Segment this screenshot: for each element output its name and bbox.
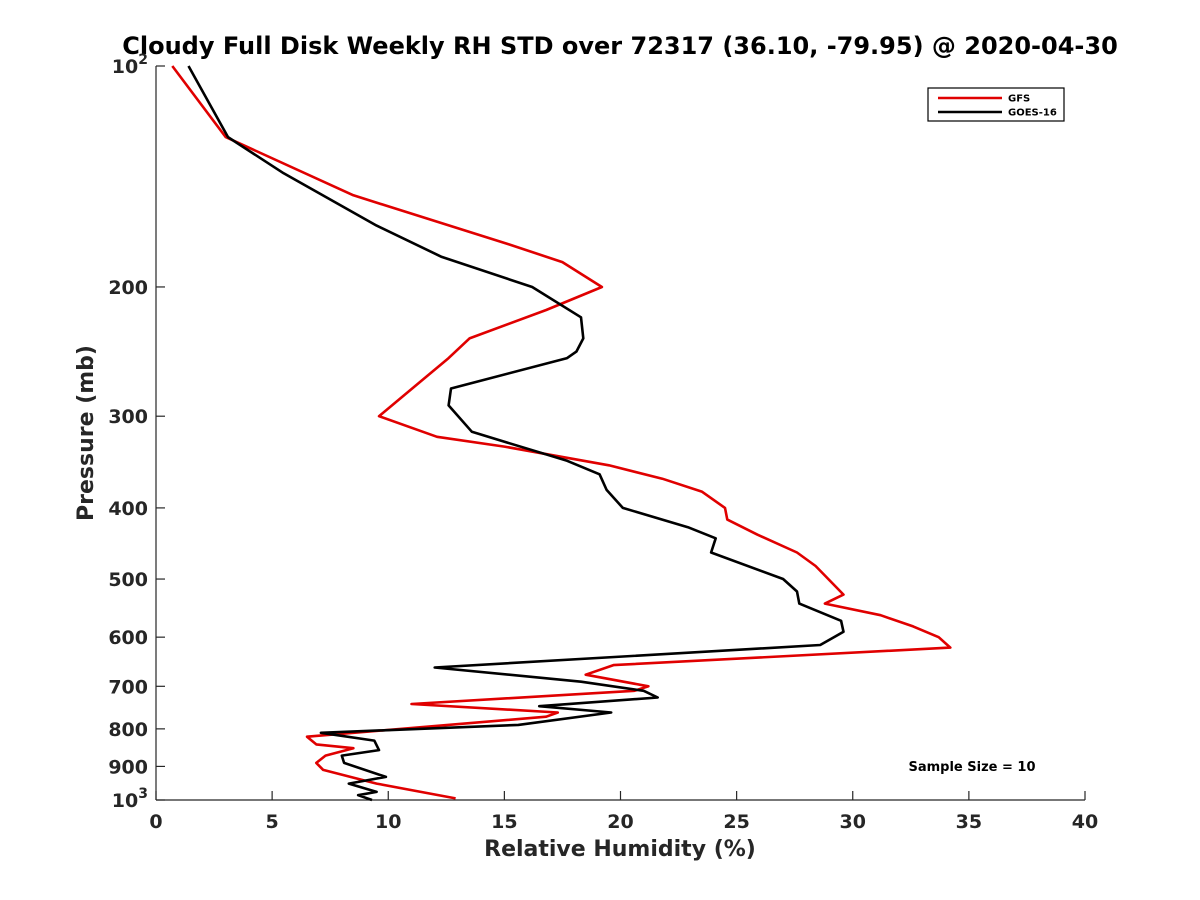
x-tick-label: 20	[607, 811, 633, 833]
y-tick-label: 800	[108, 719, 148, 741]
x-tick-label: 30	[840, 811, 866, 833]
legend-label: GFS	[1008, 94, 1030, 105]
y-axis-label: Pressure (mb)	[74, 345, 99, 521]
x-axis-label: Relative Humidity (%)	[484, 837, 756, 862]
x-tick-label: 5	[266, 811, 279, 833]
legend: GFS GOES-16	[927, 87, 1065, 122]
y-tick-label: 102	[112, 52, 148, 78]
y-tick-label: 200	[108, 277, 148, 299]
plot-area	[155, 66, 1085, 801]
y-tick-label: 300	[108, 406, 148, 428]
sample-size-annotation: Sample Size = 10	[908, 760, 1035, 775]
x-tick-label: 0	[149, 811, 162, 833]
legend-label: GOES-16	[1008, 108, 1057, 119]
chart-title: Cloudy Full Disk Weekly RH STD over 7231…	[122, 32, 1118, 60]
series-line-gfs	[171, 65, 952, 800]
x-tick-label: 35	[956, 811, 982, 833]
legend-box	[927, 87, 1065, 122]
x-tick-label: 10	[375, 811, 401, 833]
y-tick-label: 400	[108, 498, 148, 520]
y-tick-label: 103	[112, 786, 148, 812]
x-axis: 0 5 10 15 20 25 30 35 40	[149, 791, 1098, 833]
y-tick-label: 900	[108, 756, 148, 778]
x-tick-label: 15	[491, 811, 517, 833]
y-tick-label: 700	[108, 676, 148, 698]
series-line-goes-16	[187, 65, 845, 802]
y-axis: 102 200 300 400 500 600 700 800 900 103	[108, 52, 165, 812]
x-tick-label: 40	[1072, 811, 1098, 833]
series-layer	[171, 65, 952, 802]
x-tick-label: 25	[723, 811, 749, 833]
y-tick-label: 600	[108, 627, 148, 649]
y-tick-label: 500	[108, 569, 148, 591]
